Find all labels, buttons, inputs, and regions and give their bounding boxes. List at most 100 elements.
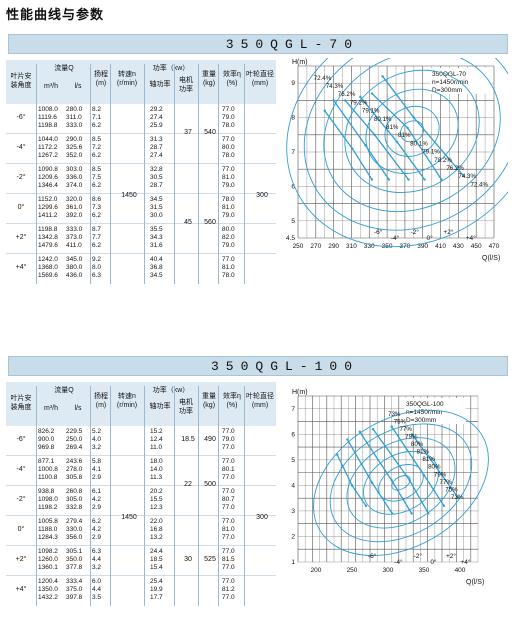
data-point <box>457 496 460 500</box>
head-value: 3.2 <box>92 564 102 571</box>
data-point <box>350 484 354 487</box>
efficiency-label: 80% <box>411 441 424 448</box>
efficiency-value: 79.0 <box>222 242 235 249</box>
column-divider <box>174 386 175 606</box>
x-tick-label: 330 <box>364 243 375 250</box>
y-tick-label: 6 <box>291 431 295 438</box>
header-flow: 流量Q <box>54 65 74 72</box>
efficiency-value: 79.0 <box>222 436 235 443</box>
angle-cell: -4° <box>16 466 26 473</box>
flow-ls-value: 356.0 <box>66 534 83 541</box>
flow-m3h-value: 1119.6 <box>38 114 57 121</box>
head-value: 8.5 <box>92 136 102 143</box>
weight-value: 490 <box>204 436 216 443</box>
shaft-power-value: 17.7 <box>150 594 163 601</box>
angle-cell: +4° <box>15 586 27 593</box>
shaft-power-value: 25.4 <box>150 578 163 585</box>
y-tick-label: 6 <box>291 183 295 190</box>
efficiency-value: 80.1 <box>222 466 235 473</box>
header-weight: 重量 (kg) <box>202 71 216 87</box>
efficiency-value: 81.5 <box>222 556 235 563</box>
column-divider <box>244 386 245 606</box>
angle-cell: +2° <box>15 234 27 241</box>
efficiency-value: 77.0 <box>222 534 235 541</box>
head-value: 7.1 <box>92 114 102 121</box>
column-divider <box>218 64 219 284</box>
head-value: 6.2 <box>92 182 102 189</box>
head-value: 3.5 <box>92 594 102 601</box>
efficiency-contour <box>313 409 489 556</box>
data-point <box>442 504 446 508</box>
head-value: 8.6 <box>92 196 102 203</box>
y-tick-label: 4.5 <box>286 235 295 242</box>
angle-label: -2° <box>410 228 419 236</box>
flow-ls-value: 330.0 <box>66 526 83 533</box>
column-divider <box>244 64 245 284</box>
flow-m3h-value: 1346.4 <box>38 182 58 189</box>
flow-m3h-value: 1090.8 <box>38 166 58 173</box>
x-tick-label: 300 <box>383 567 394 574</box>
efficiency-value: 77.0 <box>222 578 235 585</box>
head-value: 8.5 <box>92 166 102 173</box>
efficiency-value: 77.0 <box>222 548 235 555</box>
y-axis-title: H(m) <box>292 59 308 66</box>
head-value: 2.9 <box>92 504 102 511</box>
shaft-power-value: 13.2 <box>150 534 163 541</box>
efficiency-label: 79% <box>405 434 418 441</box>
x-tick-label: 310 <box>346 243 357 250</box>
data-point <box>336 453 339 456</box>
data-point <box>390 425 393 428</box>
efficiency-value: 77.0 <box>222 518 235 525</box>
header-motor-power: 电机 功率 <box>179 77 193 93</box>
weight-value: 500 <box>204 481 216 488</box>
column-divider <box>110 64 111 284</box>
header-head: 扬程 (m) <box>94 71 108 87</box>
header-impeller-dia: 叶轮直径 (mm) <box>246 71 274 87</box>
efficiency-value: 78.0 <box>222 272 235 279</box>
column-divider <box>36 64 37 284</box>
head-value: 5.2 <box>92 428 102 435</box>
shaft-power-value: 18.0 <box>150 458 163 465</box>
efficiency-label: 75% <box>445 486 458 493</box>
efficiency-contour <box>303 58 508 231</box>
legend-text: D=300mm <box>432 87 462 94</box>
shaft-power-value: 19.9 <box>150 586 163 593</box>
shaft-power-value: 31.5 <box>150 204 163 211</box>
performance-chart: H(m) Q(l/S) 200 250 300 350 400 1 2 3 4 5 6 7 350QGL-1… <box>278 384 508 600</box>
shaft-power-value: 27.4 <box>150 114 163 121</box>
flow-ls-value: 373.0 <box>66 234 83 241</box>
head-value: 6.3 <box>92 272 102 279</box>
flow-m3h-value: 1044.0 <box>38 136 58 143</box>
y-tick-label: 7 <box>291 149 295 156</box>
efficiency-label: 74.3% <box>326 83 344 90</box>
row-separator <box>6 545 276 546</box>
data-point <box>423 178 426 181</box>
head-value: 6.3 <box>92 548 102 555</box>
flow-ls-value: 311.0 <box>66 114 82 121</box>
flow-m3h-value: 938.8 <box>38 488 55 495</box>
y-tick-label: 5 <box>291 457 295 464</box>
efficiency-value: 77.0 <box>222 136 235 143</box>
shaft-power-value: 11.3 <box>150 474 163 481</box>
flow-ls-value: 377.8 <box>66 564 83 571</box>
flow-ls-value: 278.0 <box>66 466 83 473</box>
efficiency-label: 80% <box>428 464 441 471</box>
shaft-power-value: 32.8 <box>150 166 163 173</box>
shaft-power-value: 30.5 <box>150 174 163 181</box>
efficiency-value: 81.0 <box>222 174 235 181</box>
efficiency-value: 79.0 <box>222 212 235 219</box>
efficiency-label: 76.2% <box>446 165 464 172</box>
efficiency-label: 79.2% <box>350 99 368 106</box>
head-value: 6.2 <box>92 212 102 219</box>
header-shaft-power: 轴功率 <box>149 81 171 88</box>
efficiency-label: 74.3% <box>458 173 476 180</box>
efficiency-label: 77% <box>440 479 453 486</box>
column-divider <box>198 64 199 284</box>
flow-m3h-value: 1569.6 <box>38 272 58 279</box>
data-point <box>390 512 394 515</box>
efficiency-value: 77.0 <box>222 474 235 481</box>
head-value: 4.1 <box>92 466 102 473</box>
data-point <box>370 92 374 95</box>
shaft-power-value: 28.7 <box>150 144 163 151</box>
efficiency-label: 80.1% <box>374 116 392 123</box>
